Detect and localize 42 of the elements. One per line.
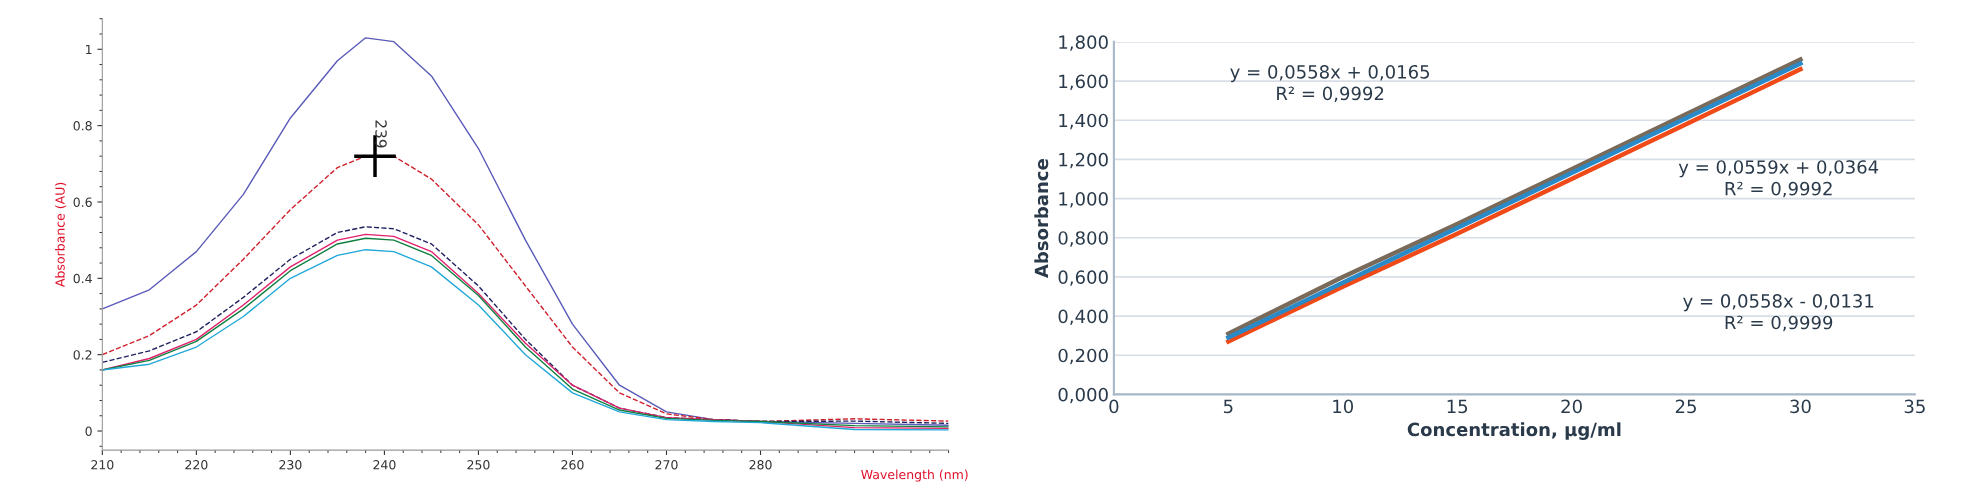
y-tick-label: 1: [86, 44, 92, 55]
x-tick-label: 35: [1904, 399, 1925, 414]
y-tick-label: 1,800: [1059, 35, 1108, 51]
y-tick-label: 1,400: [1059, 113, 1108, 130]
x-tick-label: 240: [373, 460, 396, 470]
x-tick-label: 10: [1333, 399, 1354, 414]
y-tick-label: 0.8: [73, 121, 92, 131]
y-tick-label: 0,600: [1058, 270, 1108, 286]
y-tick-label: 1,600: [1059, 74, 1108, 91]
annotation: 239: [375, 120, 387, 148]
x-tick-label: 230: [279, 460, 302, 470]
x-tick-label: 25: [1675, 399, 1696, 414]
annotation: y = 0,0558x + 0,0165 R² = 0,9992: [1230, 64, 1430, 103]
x-tick-label: 260: [561, 460, 584, 470]
x-tick-label: 250: [467, 460, 490, 470]
x-tick-label: 20: [1561, 399, 1582, 414]
x-axis-title: Concentration, µg/ml: [1407, 422, 1621, 440]
y-tick-label: 1,000: [1059, 192, 1108, 208]
x-tick-label: 5: [1223, 399, 1233, 414]
y-tick-label: 0: [85, 426, 92, 436]
y-axis-title: Absorbance (AU): [55, 182, 67, 287]
y-tick-label: 0.6: [73, 197, 92, 207]
x-tick-label: 280: [749, 460, 772, 470]
y-tick-label: 0,000: [1058, 387, 1108, 404]
y-tick-label: 0,200: [1058, 348, 1108, 365]
annotation: y = 0,0559x + 0,0364 R² = 0,9992: [1678, 160, 1879, 198]
line-series: [102, 37, 949, 426]
y-tick-label: 0,800: [1058, 231, 1108, 247]
x-tick-label: 270: [655, 460, 678, 470]
x-tick-label: 15: [1447, 399, 1468, 414]
y-tick-label: 0,400: [1058, 309, 1108, 326]
x-tick-label: 30: [1790, 399, 1811, 414]
annotation: y = 0,0558x - 0,0131 R² = 0,9999: [1683, 294, 1874, 332]
line-series: [102, 155, 949, 423]
y-tick-label: 0.2: [73, 350, 92, 360]
x-tick-label: 0: [1109, 399, 1119, 414]
x-tick-label: 220: [185, 460, 208, 470]
y-tick-label: 0.4: [73, 273, 92, 284]
x-axis-title: Wavelength (nm): [861, 469, 968, 482]
x-tick-label: 210: [91, 460, 114, 470]
y-tick-label: 1,200: [1059, 152, 1108, 169]
y-axis-title: Absorbance: [1034, 159, 1049, 278]
